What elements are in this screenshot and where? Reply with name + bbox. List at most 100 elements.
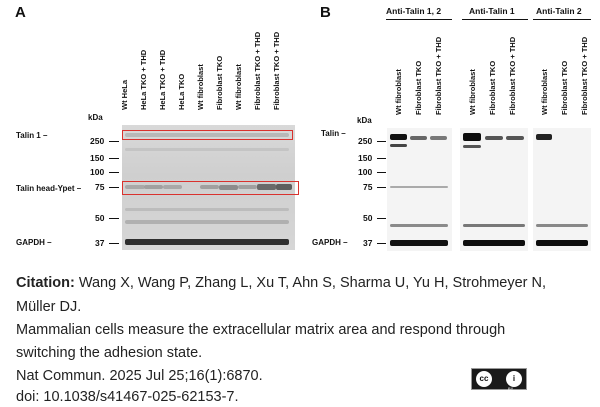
marker-150: 150 — [90, 153, 105, 163]
marker-75: 75 — [95, 182, 105, 192]
gapdh-band — [125, 239, 289, 245]
group-label-anti-talin-1-2: Anti-Talin 1, 2 — [386, 6, 442, 16]
group-line — [533, 19, 591, 20]
gapdh-band — [536, 240, 588, 246]
marker-37: 37 — [363, 238, 373, 248]
marker-tick — [109, 158, 119, 159]
talin-head-highlight-box — [122, 181, 299, 195]
blot-band — [238, 185, 257, 189]
panel-b-lane-label: Fibroblast TKO + THD — [508, 36, 517, 115]
panel-b-lane-label: Fibroblast TKO — [414, 60, 423, 115]
blot-band — [219, 185, 238, 190]
citation-authors-line2: Müller DJ. — [16, 299, 82, 315]
marker-37: 37 — [95, 238, 105, 248]
panel-b-blot-talin2 — [533, 128, 591, 251]
group-line — [462, 19, 528, 20]
citation-title-line1: Mammalian cells measure the extracellula… — [16, 322, 506, 338]
panel-a-lane-label: Fibroblast TKO + THD — [272, 31, 281, 110]
group-label-anti-talin-2: Anti-Talin 2 — [536, 6, 582, 16]
marker-100: 100 — [90, 167, 105, 177]
citation-title-line2: switching the adhesion state. — [16, 345, 203, 361]
panel-b-lane-label: Fibroblast TKO + THD — [434, 36, 443, 115]
blot-band — [463, 133, 481, 141]
panel-a-lane-label: Wt HeLa — [120, 80, 129, 110]
gapdh-band — [463, 240, 525, 246]
blot-band — [125, 208, 289, 211]
marker-tick — [109, 243, 119, 244]
marker-tick — [377, 141, 386, 142]
talin1-label: Talin 1 – — [16, 131, 48, 140]
gapdh-band — [390, 240, 448, 246]
marker-tick — [377, 187, 386, 188]
panel-b-lane-label: Wt fibroblast — [394, 69, 403, 115]
panel-b-blot-talin12 — [387, 128, 452, 251]
blot-band — [125, 148, 289, 151]
blot-band — [390, 186, 448, 188]
blot-band — [390, 144, 407, 147]
panel-b-blot-talin1 — [460, 128, 528, 251]
blot-band — [410, 136, 427, 140]
blot-band — [257, 184, 276, 190]
panel-b-lane-label: Fibroblast TKO + THD — [580, 36, 589, 115]
blot-band — [506, 136, 524, 140]
panel-a-blot — [122, 125, 295, 250]
group-label-anti-talin-1: Anti-Talin 1 — [469, 6, 515, 16]
panel-a-kda-label: kDa — [88, 113, 103, 122]
marker-tick — [377, 158, 386, 159]
marker-250: 250 — [358, 136, 373, 146]
panel-a-lane-label: Fibroblast TKO — [215, 55, 224, 110]
talin-label: Talin – — [321, 129, 346, 138]
panel-a-lane-label: HeLa TKO + THD — [139, 49, 148, 110]
citation-authors: Wang X, Wang P, Zhang L, Xu T, Ahn S, Sh… — [74, 275, 547, 291]
blot-band — [276, 184, 292, 190]
blot-band — [390, 134, 407, 140]
marker-250: 250 — [90, 136, 105, 146]
panel-a-lane-label: HeLa TKO — [177, 73, 186, 110]
marker-75: 75 — [363, 182, 373, 192]
blot-band — [463, 145, 481, 148]
marker-tick — [109, 187, 119, 188]
gapdh-label-b: GAPDH – — [312, 238, 348, 247]
panel-a-letter: A — [15, 4, 26, 21]
blot-band — [536, 134, 552, 140]
by-text: BY — [508, 386, 514, 391]
blot-band — [144, 185, 163, 189]
panel-b-lane-label: Wt fibroblast — [468, 69, 477, 115]
marker-tick — [109, 172, 119, 173]
panel-b-kda-label: kDa — [357, 116, 372, 125]
marker-50: 50 — [95, 213, 105, 223]
panel-b-letter: B — [320, 4, 331, 21]
talin-head-label: Talin head-Ypet – — [16, 184, 82, 193]
group-line — [386, 19, 452, 20]
blot-band — [485, 136, 503, 140]
panel-a-lane-label: Fibroblast TKO + THD — [253, 31, 262, 110]
blot-band — [163, 185, 182, 189]
blot-band — [125, 185, 145, 189]
cc-by-license-badge[interactable]: cc i BY — [471, 368, 527, 391]
panel-a-lane-label: HeLa TKO + THD — [158, 49, 167, 110]
panel-b-lane-label: Fibroblast TKO — [560, 60, 569, 115]
citation-authors-line1: Citation: Wang X, Wang P, Zhang L, Xu T,… — [16, 275, 546, 291]
attribution-icon: i — [506, 371, 522, 387]
marker-150: 150 — [358, 153, 373, 163]
marker-tick — [377, 243, 386, 244]
marker-100: 100 — [358, 167, 373, 177]
citation-journal: Nat Commun. 2025 Jul 25;16(1):6870. — [16, 368, 263, 384]
blot-band — [125, 220, 289, 224]
marker-tick — [377, 172, 386, 173]
marker-50: 50 — [363, 213, 373, 223]
marker-tick — [377, 218, 386, 219]
panel-b-lane-label: Wt fibroblast — [540, 69, 549, 115]
panel-a-lane-label: Wt fibroblast — [196, 64, 205, 110]
talin1-highlight-box — [122, 130, 293, 140]
blot-band — [125, 133, 289, 137]
panel-a-lane-label: Wt fibroblast — [234, 64, 243, 110]
blot-band — [430, 136, 447, 140]
blot-band — [536, 224, 588, 227]
cc-icon: cc — [476, 371, 492, 387]
blot-band — [463, 224, 525, 227]
marker-tick — [109, 141, 119, 142]
marker-tick — [109, 218, 119, 219]
gapdh-label-a: GAPDH – — [16, 238, 52, 247]
citation-doi: doi: 10.1038/s41467-025-62153-7. — [16, 389, 239, 405]
